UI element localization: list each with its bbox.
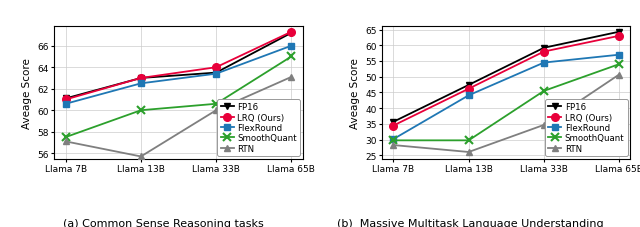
Legend: FP16, LRQ (Ours), FlexRound, SmoothQuant, RTN: FP16, LRQ (Ours), FlexRound, SmoothQuant… (217, 99, 300, 156)
SmoothQuant (465, 139, 472, 142)
Line: FlexRound: FlexRound (390, 52, 622, 143)
FlexRound (540, 62, 548, 65)
FlexRound (465, 94, 472, 97)
SmoothQuant (390, 139, 397, 142)
RTN (615, 74, 623, 76)
Legend: FP16, LRQ (Ours), FlexRound, SmoothQuant, RTN: FP16, LRQ (Ours), FlexRound, SmoothQuant… (545, 99, 628, 156)
RTN (287, 76, 295, 79)
LRQ (Ours) (62, 99, 70, 101)
Text: (b)  Massive Multitask Language Understanding: (b) Massive Multitask Language Understan… (337, 218, 604, 227)
LRQ (Ours) (287, 31, 295, 34)
RTN (137, 155, 145, 158)
Line: FlexRound: FlexRound (63, 43, 294, 107)
Line: LRQ (Ours): LRQ (Ours) (390, 33, 623, 130)
FP16 (62, 98, 70, 100)
Y-axis label: Aveage Score: Aveage Score (22, 58, 32, 128)
FP16 (615, 31, 623, 34)
RTN (540, 124, 548, 127)
Line: RTN: RTN (63, 74, 294, 160)
SmoothQuant (540, 90, 548, 93)
FlexRound (390, 138, 397, 141)
LRQ (Ours) (465, 88, 472, 91)
RTN (390, 144, 397, 147)
FlexRound (615, 54, 623, 57)
SmoothQuant (137, 109, 145, 112)
RTN (212, 109, 220, 112)
LRQ (Ours) (540, 51, 548, 54)
FP16 (212, 72, 220, 75)
RTN (465, 151, 472, 154)
FP16 (287, 32, 295, 35)
SmoothQuant (615, 64, 623, 66)
Line: LRQ (Ours): LRQ (Ours) (62, 29, 295, 104)
FlexRound (137, 83, 145, 85)
SmoothQuant (212, 103, 220, 106)
FP16 (390, 121, 397, 123)
SmoothQuant (287, 56, 295, 59)
Line: RTN: RTN (390, 72, 622, 155)
Line: SmoothQuant: SmoothQuant (390, 61, 623, 145)
FP16 (540, 47, 548, 50)
FlexRound (212, 73, 220, 76)
FP16 (465, 84, 472, 87)
Line: SmoothQuant: SmoothQuant (62, 53, 295, 141)
Y-axis label: Aveage Score: Aveage Score (349, 58, 360, 128)
SmoothQuant (62, 136, 70, 139)
Text: (a) Common Sense Reasoning tasks: (a) Common Sense Reasoning tasks (63, 218, 264, 227)
Line: FP16: FP16 (390, 30, 622, 125)
FP16 (137, 77, 145, 80)
FlexRound (62, 103, 70, 106)
Line: FP16: FP16 (63, 31, 294, 102)
LRQ (Ours) (615, 35, 623, 38)
FlexRound (287, 45, 295, 48)
RTN (62, 141, 70, 143)
LRQ (Ours) (212, 67, 220, 69)
LRQ (Ours) (137, 77, 145, 80)
LRQ (Ours) (390, 125, 397, 127)
